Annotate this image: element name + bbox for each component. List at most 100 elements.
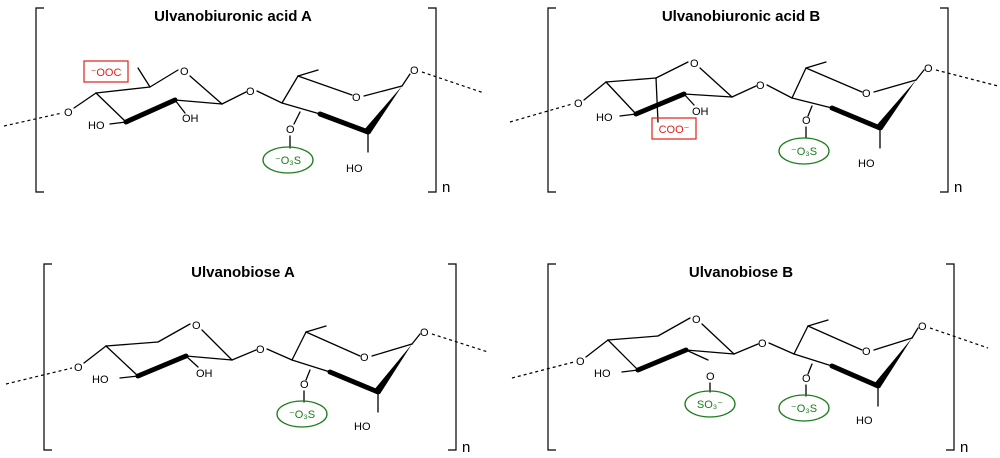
bond — [83, 345, 107, 364]
sulfate-oxygen: O — [802, 373, 811, 385]
bond — [793, 325, 809, 355]
panel-ulvanobiose-a: Ulvanobiose A n O O HO OH O O O HO — [5, 263, 489, 456]
hydroxyl-ho: HO — [596, 112, 613, 124]
bond — [189, 75, 223, 105]
repeat-n: n — [960, 439, 968, 456]
ring-oxygen-1: O — [690, 58, 699, 70]
repeat-n: n — [462, 439, 470, 456]
bond — [281, 102, 321, 115]
sulfate-oxygen-2: O — [706, 371, 715, 383]
bond — [807, 319, 829, 327]
bond — [873, 79, 917, 93]
hydroxyl-ho: HO — [92, 374, 109, 386]
right-bracket — [428, 7, 437, 193]
hydroxyl-ho-2: HO — [346, 163, 363, 175]
bond — [221, 91, 247, 105]
bond — [805, 67, 863, 93]
bond — [685, 349, 735, 355]
bond — [105, 341, 159, 347]
bond — [605, 81, 637, 115]
bold-bond — [829, 363, 881, 389]
bond — [297, 75, 353, 96]
bond — [605, 77, 657, 83]
glycosidic-oxygen: O — [758, 338, 767, 350]
bond — [291, 359, 331, 373]
bond — [731, 85, 757, 98]
bond — [363, 85, 403, 97]
bond — [185, 355, 199, 368]
end-oxygen: O — [924, 63, 933, 75]
sulfate-label: ⁻O₃S — [275, 155, 301, 167]
chain-link-right — [935, 69, 999, 87]
bond — [619, 113, 637, 117]
bond — [185, 355, 233, 361]
hydroxyl-ho: HO — [594, 368, 611, 380]
bond — [791, 97, 833, 109]
right-bracket — [940, 7, 949, 193]
sulfate-oxygen: O — [802, 115, 811, 127]
hydroxyl-oh: OH — [182, 113, 199, 125]
bond — [95, 92, 127, 123]
sulfate-oxygen: O — [300, 379, 309, 391]
end-oxygen: O — [918, 321, 927, 333]
bond — [149, 69, 179, 88]
ring-oxygen-2: O — [862, 346, 871, 358]
bond — [297, 69, 319, 77]
ring-oxygen-2: O — [352, 92, 361, 104]
bond — [401, 73, 411, 87]
bond — [411, 333, 421, 345]
sulfate-label-2: SO₃⁻ — [697, 399, 723, 411]
bond — [305, 369, 311, 381]
ring-oxygen-2: O — [360, 352, 369, 364]
bond — [699, 67, 733, 98]
ring-oxygen-2: O — [862, 88, 871, 100]
bond — [807, 325, 863, 351]
bold-bond — [317, 111, 371, 135]
carboxylate-box — [83, 60, 129, 83]
repeat-n: n — [442, 179, 450, 196]
wedge-bond — [374, 344, 412, 394]
wedge-bond — [874, 338, 912, 388]
chain-link-left — [511, 361, 575, 379]
bold-bond — [123, 97, 178, 125]
right-bracket — [946, 263, 955, 451]
wedge-bond — [876, 80, 916, 130]
sulfate-ring — [262, 146, 314, 174]
end-oxygen: O — [410, 65, 419, 77]
bond — [733, 343, 759, 355]
end-oxygen: O — [420, 327, 429, 339]
bond — [607, 335, 659, 341]
chain-link-left — [5, 367, 73, 385]
bond — [293, 111, 301, 125]
bond — [119, 375, 139, 379]
hydroxyl-ho-2: HO — [354, 421, 371, 433]
right-bracket — [448, 263, 457, 451]
bold-bond — [135, 353, 189, 379]
sulfate-oxygen: O — [286, 124, 295, 136]
bond — [657, 317, 691, 337]
sulfate-label: ⁻O₃S — [289, 409, 315, 421]
sulfate-ring-2 — [684, 390, 736, 418]
sulfate-label: ⁻O₃S — [791, 403, 817, 415]
ring-oxygen-1: O — [692, 314, 701, 326]
bond — [583, 81, 607, 101]
bond — [305, 331, 361, 357]
bond — [174, 99, 223, 105]
left-bracket — [547, 263, 556, 451]
bond — [281, 75, 299, 104]
bond — [371, 343, 413, 357]
bond — [873, 337, 913, 351]
bond — [683, 93, 695, 106]
bond — [807, 363, 813, 375]
panel-title: Ulvanobiose A — [191, 264, 295, 281]
glycosidic-oxygen: O — [256, 344, 265, 356]
hydroxyl-ho-2: HO — [856, 415, 873, 427]
chain-link-right — [929, 327, 989, 349]
bond — [174, 99, 186, 114]
bond — [766, 84, 793, 99]
hydroxyl-oh: OH — [692, 106, 709, 118]
chain-link-left — [509, 103, 573, 123]
bond — [105, 345, 139, 377]
bond — [305, 325, 327, 333]
bond — [701, 323, 735, 355]
